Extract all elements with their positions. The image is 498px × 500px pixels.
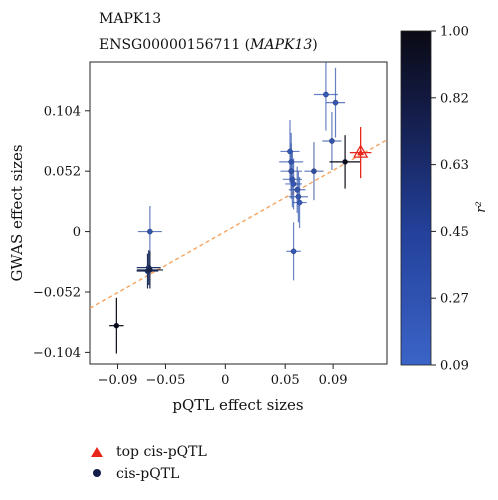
y-tick-label: −0.104 — [33, 346, 81, 361]
cis-pqtl-point — [294, 186, 300, 193]
legend-label-cis: cis-pQTL — [116, 466, 179, 482]
top-cis-pqtl-point — [353, 144, 369, 158]
x-tick-label: 0.09 — [319, 373, 348, 388]
legend-triangle-icon — [91, 447, 103, 457]
y-tick-label: 0.104 — [44, 104, 81, 119]
legend-circle-icon — [93, 469, 101, 477]
y-tick-label: 0 — [73, 225, 81, 240]
subtitle-prefix: ENSG00000156711 ( — [99, 37, 250, 53]
colorbar-tick-label: 0.27 — [440, 292, 469, 307]
cis-pqtl-point — [147, 267, 153, 273]
chart-subtitle: ENSG00000156711 (MAPK13) — [99, 37, 318, 53]
legend-label-top: top cis-pQTL — [116, 444, 207, 460]
cis-pqtl-point — [289, 176, 296, 183]
colorbar-tick-label: 0.09 — [440, 359, 469, 374]
colorbar-tick-label: 0.45 — [440, 225, 469, 240]
subtitle-suffix: ) — [312, 37, 317, 53]
x-tick-label: −0.05 — [146, 373, 186, 388]
y-tick-label: −0.052 — [33, 285, 81, 300]
x-tick-label: −0.09 — [98, 373, 138, 388]
x-axis-title: pQTL effect sizes — [172, 396, 303, 414]
y-tick-label: 0.052 — [44, 165, 81, 180]
legend: top cis-pQTL cis-pQTL — [91, 444, 207, 482]
y-axis-title: GWAS effect sizes — [8, 144, 26, 281]
plot-frame — [89, 61, 388, 365]
cis-pqtl-point — [290, 248, 297, 255]
colorbar-ticks: 1.00 0.82 0.63 0.45 0.27 0.09 — [431, 25, 469, 374]
cis-pqtl-point — [147, 228, 153, 235]
fit-line — [90, 139, 387, 309]
cis-pqtl-point — [323, 91, 329, 98]
x-tick-label: 0 — [221, 373, 229, 388]
colorbar-tick-label: 0.63 — [440, 158, 469, 173]
colorbar-tick-label: 1.00 — [440, 25, 469, 40]
x-tick-label: 0.05 — [271, 373, 300, 388]
cis-pqtl-point — [342, 159, 348, 165]
colorbar-tick-label: 0.82 — [440, 91, 469, 106]
cis-pqtl-point — [288, 168, 294, 174]
cis-pqtl-point — [295, 193, 302, 200]
plot-layer — [90, 62, 387, 354]
colorbar-label: r² — [474, 201, 489, 212]
axis-layer: −0.09 −0.05 0 0.05 0.09 0.104 0.052 0 −0.052 −0.1… — [33, 104, 348, 388]
subtitle-gene: MAPK13 — [249, 37, 312, 53]
chart-title: MAPK13 — [99, 11, 161, 27]
cis-pqtl-point — [332, 99, 339, 106]
cis-pqtl-point — [311, 168, 317, 174]
top-cis-pqtl-marker — [357, 149, 365, 156]
cis-pqtl-point — [113, 322, 120, 329]
colorbar — [400, 30, 432, 366]
cis-pqtl-point — [329, 138, 335, 144]
